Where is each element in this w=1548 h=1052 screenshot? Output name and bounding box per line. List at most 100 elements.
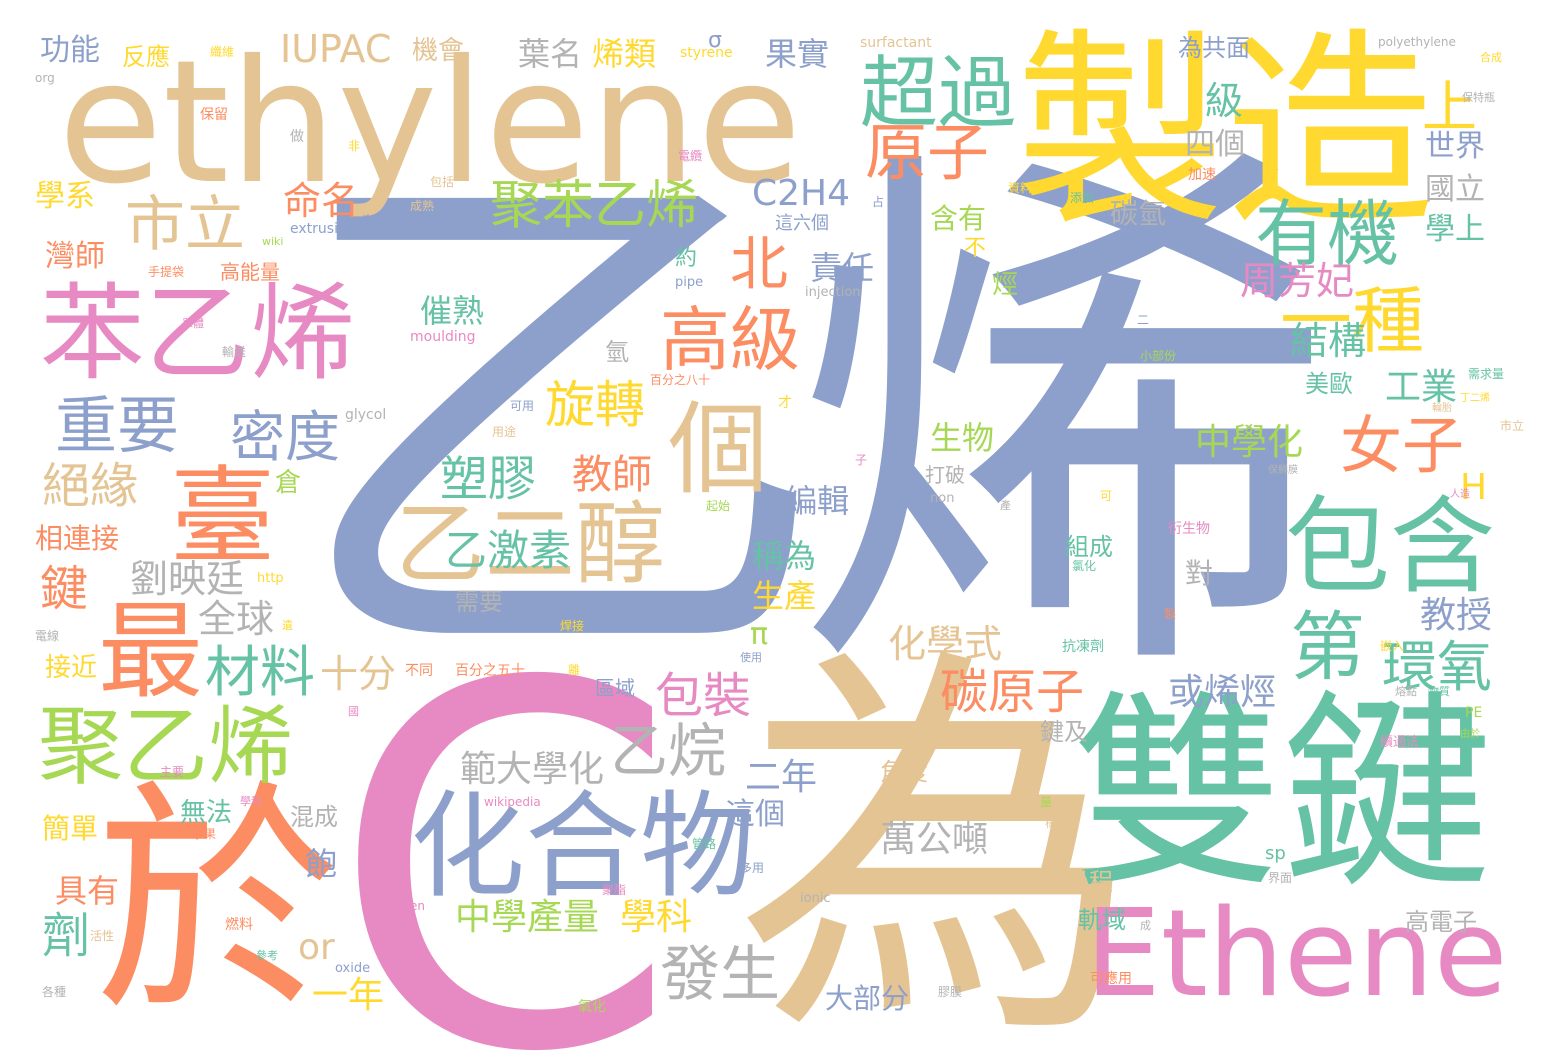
word-cloud-word: 軌域 (1078, 906, 1126, 934)
word-cloud-word: 二年 (745, 757, 818, 798)
word-cloud-word: 學科 (240, 795, 262, 808)
word-cloud-word: 重要 (55, 389, 180, 462)
word-cloud-word: 嵌入 (1380, 639, 1405, 653)
word-cloud-word: 續通法 (1380, 735, 1420, 750)
word-cloud-word: 化學式 (888, 622, 1003, 666)
word-cloud-word: 需求量 (1468, 367, 1505, 381)
word-cloud-word: 二 (1137, 313, 1150, 327)
word-cloud-word: 生物 (930, 419, 995, 457)
word-cloud-word: 上 (1422, 75, 1478, 139)
word-cloud-word: 參考 (256, 949, 278, 962)
word-cloud-word: 葉名 (518, 35, 583, 73)
word-cloud-word: 功能 (40, 33, 100, 68)
word-cloud-word: 保鮮膜 (1268, 465, 1298, 476)
word-cloud-word: 第 (1290, 603, 1366, 691)
word-cloud-word: 資料 (1008, 181, 1033, 195)
word-cloud-word: 全球 (198, 597, 275, 641)
word-cloud-word: 加速 (1188, 167, 1216, 183)
word-cloud-word: 合成 (1480, 51, 1502, 64)
word-cloud-word: 丁二烯 (1460, 393, 1490, 404)
word-cloud-word: 包含 (1285, 486, 1496, 608)
word-cloud-word: 活性 (90, 929, 115, 943)
word-cloud-word: 材料 (205, 640, 316, 704)
word-cloud-word: 起始 (706, 499, 731, 513)
word-cloud-word: ethylene (58, 24, 802, 222)
word-cloud-word: 抗凍劑 (1062, 639, 1104, 655)
word-cloud-word: 人造 (1450, 489, 1470, 500)
word-cloud-word: 簡單 (42, 812, 99, 845)
word-cloud-word: ionic (800, 891, 831, 906)
word-cloud-word: 美歐 (1305, 370, 1353, 398)
word-cloud-word: 熔點 (1395, 685, 1417, 698)
word-cloud-word: 個 (668, 391, 768, 508)
word-cloud-word: surfactant (860, 35, 932, 51)
word-cloud-word: 劉映廷 (130, 557, 245, 601)
word-cloud-word: 乙激素 (445, 526, 572, 575)
word-cloud-word: 對 (1185, 557, 1214, 590)
word-cloud-word: 高能量 (220, 260, 280, 284)
word-cloud-word: 市立 (1500, 419, 1525, 433)
word-cloud-word: 果實 (765, 35, 830, 73)
word-cloud-word: non (930, 491, 955, 506)
word-cloud-word: 可用 (510, 399, 535, 413)
word-cloud-word: 做 (290, 129, 304, 145)
word-cloud-word: 北 (730, 230, 789, 298)
word-cloud-word: 占 (872, 195, 885, 209)
word-cloud-word: 十分 (320, 652, 397, 696)
word-cloud-word: 最 (98, 591, 204, 713)
word-cloud-word: 輸送 (222, 345, 247, 359)
word-cloud-word: 密度 (230, 405, 341, 469)
word-cloud-word: 子 (855, 453, 868, 467)
word-cloud-word: 為 (735, 616, 1140, 1052)
word-cloud-word: C (330, 579, 680, 1052)
word-cloud-word: 烯類 (592, 35, 657, 73)
word-cloud-word: 需要 (455, 588, 503, 616)
word-cloud-word: 膠膜 (938, 985, 963, 999)
word-cloud-word: moulding (410, 329, 476, 345)
word-cloud-word: 離 (568, 663, 581, 677)
word-cloud-word: 灣師 (45, 239, 105, 274)
word-cloud-word: 百分之八十 (650, 373, 711, 387)
word-cloud-word: 女子 (1340, 409, 1465, 482)
word-cloud-word: 無法 (180, 798, 233, 828)
word-cloud-word: 電線 (35, 629, 60, 643)
word-cloud-word: 輪胎 (1432, 403, 1452, 414)
word-cloud-word: 氯化 (1072, 559, 1097, 573)
word-cloud-word: 水果 (192, 827, 217, 841)
word-cloud-word: pipe (675, 275, 704, 290)
word-cloud-word: 為共面 (1178, 34, 1250, 62)
word-cloud-word: or (298, 927, 335, 968)
word-cloud-word: 物質 (1428, 685, 1450, 698)
word-cloud-word: 化合物 (410, 780, 756, 914)
word-cloud-word: σ (708, 28, 722, 53)
word-cloud-word: 高電子 (1405, 908, 1477, 936)
word-cloud-word: 倉 (275, 468, 302, 498)
word-cloud-word: 一年 (312, 975, 385, 1016)
word-cloud-word: 四個 (1185, 127, 1245, 162)
word-cloud-word: 命名 (283, 179, 360, 223)
word-cloud-word: 這六個 (775, 213, 829, 234)
word-cloud-word: 生產 (752, 577, 817, 615)
word-cloud-word: 發生 (660, 940, 780, 1010)
word-cloud-word: 具有 (55, 872, 120, 910)
word-cloud-word: oxide (335, 961, 371, 976)
word-cloud-word: H (1460, 467, 1488, 508)
word-cloud-word: 一種 (1280, 279, 1425, 363)
word-cloud-word: en (410, 899, 425, 913)
word-cloud-word: 保特瓶 (1462, 91, 1495, 104)
word-cloud-word: 催熟 (420, 292, 485, 330)
word-cloud-word: 範大學化 (460, 749, 605, 790)
word-cloud-word: 國立 (1425, 172, 1485, 207)
word-cloud-word: 不 (964, 236, 987, 261)
word-cloud-word: 衍生物 (1168, 521, 1210, 537)
word-cloud-word: 氧化 (578, 999, 606, 1015)
word-cloud-word: 工業 (1385, 367, 1458, 408)
word-cloud-word: 臺 (170, 456, 276, 578)
word-cloud-word: 國 (348, 705, 359, 718)
word-cloud-word: PE (1465, 705, 1483, 721)
word-cloud-word: 管路 (692, 837, 717, 851)
word-cloud-word: 過程 (1065, 868, 1113, 896)
word-cloud-word: 劑 (42, 908, 91, 964)
word-cloud-word: 成 (1140, 919, 1151, 932)
word-cloud-word: 橡膠 (1045, 817, 1067, 830)
